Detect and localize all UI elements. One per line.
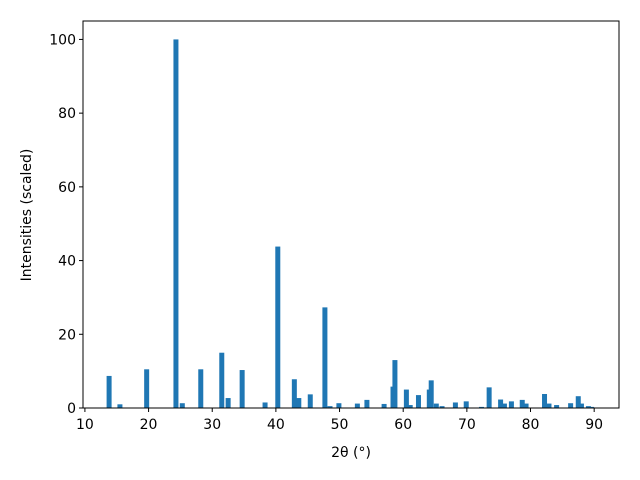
bar [322, 307, 328, 408]
bar [198, 369, 204, 408]
bar [291, 379, 297, 408]
bar [364, 399, 370, 408]
x-tick-label: 80 [522, 417, 540, 433]
bar [585, 406, 591, 408]
bar [307, 394, 313, 408]
bar [173, 39, 179, 409]
bar [439, 406, 445, 408]
bar [523, 403, 529, 408]
bar [354, 403, 360, 408]
bar [519, 399, 525, 408]
bar [415, 395, 421, 408]
bar [433, 403, 439, 408]
bar [117, 404, 123, 408]
bar [452, 402, 458, 408]
bar [578, 403, 584, 408]
bar [327, 406, 333, 408]
y-tick-label: 0 [67, 401, 76, 417]
bar [508, 401, 514, 408]
y-tick-label: 40 [58, 254, 76, 270]
bar [478, 406, 484, 408]
x-tick-label: 10 [76, 417, 94, 433]
bar [381, 403, 387, 408]
y-axis-label: Intensities (scaled) [19, 149, 35, 282]
bar [407, 405, 413, 408]
bar [392, 360, 398, 408]
x-tick-label: 60 [394, 417, 412, 433]
x-tick-label: 20 [140, 417, 158, 433]
y-tick-label: 20 [58, 327, 76, 343]
bar [106, 375, 112, 408]
bar [262, 402, 268, 408]
bar [239, 370, 245, 408]
x-axis-label: 2θ (°) [331, 445, 371, 461]
bar [546, 403, 552, 408]
bar [179, 403, 185, 408]
bar [568, 403, 574, 408]
bar [501, 403, 507, 408]
x-tick-label: 30 [203, 417, 221, 433]
bar [542, 393, 548, 408]
bar [296, 398, 302, 408]
y-tick-label: 100 [49, 32, 76, 48]
bar [219, 352, 225, 408]
bar [554, 405, 560, 408]
x-tick-label: 50 [331, 417, 349, 433]
bar [225, 398, 231, 408]
bar [275, 246, 281, 408]
bar [486, 387, 492, 408]
bar [336, 403, 342, 408]
y-tick-label: 60 [58, 180, 76, 196]
bar [498, 399, 504, 408]
y-tick-label: 80 [58, 106, 76, 122]
bar [428, 380, 434, 408]
bar [589, 406, 595, 408]
plot-frame [82, 20, 620, 409]
x-tick-label: 70 [458, 417, 476, 433]
bar [575, 396, 581, 408]
bar [463, 401, 469, 408]
x-tick-label: 40 [267, 417, 285, 433]
bar [403, 389, 409, 408]
x-tick-label: 90 [585, 417, 603, 433]
bar [144, 369, 150, 408]
